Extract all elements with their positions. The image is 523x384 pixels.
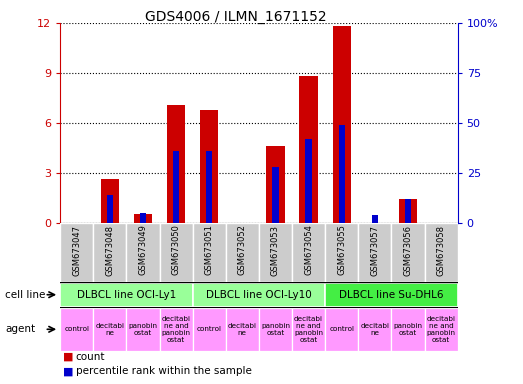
Bar [266, 146, 285, 223]
Text: GSM673049: GSM673049 [139, 225, 147, 275]
Bar [206, 151, 212, 223]
FancyBboxPatch shape [292, 308, 325, 351]
FancyBboxPatch shape [60, 308, 93, 351]
FancyBboxPatch shape [192, 308, 226, 351]
FancyBboxPatch shape [226, 308, 259, 351]
Text: cell line: cell line [5, 290, 46, 300]
Bar [200, 109, 218, 223]
FancyBboxPatch shape [93, 223, 127, 282]
Text: panobin
ostat: panobin ostat [261, 323, 290, 336]
Text: ■: ■ [63, 352, 73, 362]
Bar [173, 151, 179, 223]
FancyBboxPatch shape [60, 283, 192, 307]
Bar [140, 213, 146, 223]
Text: decitabi
ne: decitabi ne [95, 323, 124, 336]
Text: panobin
ostat: panobin ostat [393, 323, 423, 336]
FancyBboxPatch shape [425, 223, 458, 282]
Text: ■: ■ [63, 366, 73, 376]
Text: GSM673057: GSM673057 [370, 225, 379, 275]
Text: DLBCL line OCI-Ly10: DLBCL line OCI-Ly10 [206, 290, 312, 300]
FancyBboxPatch shape [358, 223, 391, 282]
Bar [101, 179, 119, 223]
FancyBboxPatch shape [259, 308, 292, 351]
Text: GSM673050: GSM673050 [172, 225, 180, 275]
Text: GSM673052: GSM673052 [238, 225, 247, 275]
FancyBboxPatch shape [259, 223, 292, 282]
Text: agent: agent [5, 324, 36, 334]
Bar [134, 214, 152, 223]
Text: control: control [64, 326, 89, 332]
Bar [167, 104, 185, 223]
Text: decitabi
ne and
panobin
ostat: decitabi ne and panobin ostat [162, 316, 190, 343]
Bar [399, 199, 417, 223]
Text: GSM673047: GSM673047 [72, 225, 81, 275]
Bar [272, 167, 279, 223]
FancyBboxPatch shape [127, 223, 160, 282]
Text: decitabi
ne and
panobin
ostat: decitabi ne and panobin ostat [427, 316, 456, 343]
FancyBboxPatch shape [325, 223, 358, 282]
FancyBboxPatch shape [292, 223, 325, 282]
Text: control: control [197, 326, 222, 332]
FancyBboxPatch shape [226, 223, 259, 282]
FancyBboxPatch shape [425, 308, 458, 351]
Text: GDS4006 / ILMN_1671152: GDS4006 / ILMN_1671152 [144, 10, 326, 23]
FancyBboxPatch shape [93, 308, 127, 351]
FancyBboxPatch shape [127, 308, 160, 351]
Text: DLBCL line Su-DHL6: DLBCL line Su-DHL6 [339, 290, 444, 300]
FancyBboxPatch shape [160, 308, 192, 351]
Text: decitabi
ne: decitabi ne [360, 323, 389, 336]
FancyBboxPatch shape [192, 283, 325, 307]
Text: GSM673056: GSM673056 [403, 225, 413, 275]
FancyBboxPatch shape [60, 223, 93, 282]
Bar [338, 125, 345, 223]
FancyBboxPatch shape [358, 308, 391, 351]
Text: GSM673048: GSM673048 [105, 225, 115, 275]
FancyBboxPatch shape [391, 308, 425, 351]
Text: decitabi
ne: decitabi ne [228, 323, 257, 336]
Bar [300, 76, 317, 223]
FancyBboxPatch shape [325, 283, 458, 307]
Bar [333, 26, 351, 223]
FancyBboxPatch shape [192, 223, 226, 282]
Text: control: control [329, 326, 354, 332]
Text: GSM673054: GSM673054 [304, 225, 313, 275]
Text: panobin
ostat: panobin ostat [129, 323, 157, 336]
Text: count: count [76, 352, 105, 362]
Text: GSM673058: GSM673058 [437, 225, 446, 275]
Bar [405, 199, 411, 223]
Bar [372, 215, 378, 223]
Text: GSM673053: GSM673053 [271, 225, 280, 275]
FancyBboxPatch shape [325, 308, 358, 351]
FancyBboxPatch shape [160, 223, 192, 282]
Text: decitabi
ne and
panobin
ostat: decitabi ne and panobin ostat [294, 316, 323, 343]
Text: DLBCL line OCI-Ly1: DLBCL line OCI-Ly1 [77, 290, 176, 300]
Bar [305, 139, 312, 223]
Text: GSM673051: GSM673051 [204, 225, 214, 275]
Text: percentile rank within the sample: percentile rank within the sample [76, 366, 252, 376]
Text: GSM673055: GSM673055 [337, 225, 346, 275]
FancyBboxPatch shape [391, 223, 425, 282]
Bar [107, 195, 113, 223]
